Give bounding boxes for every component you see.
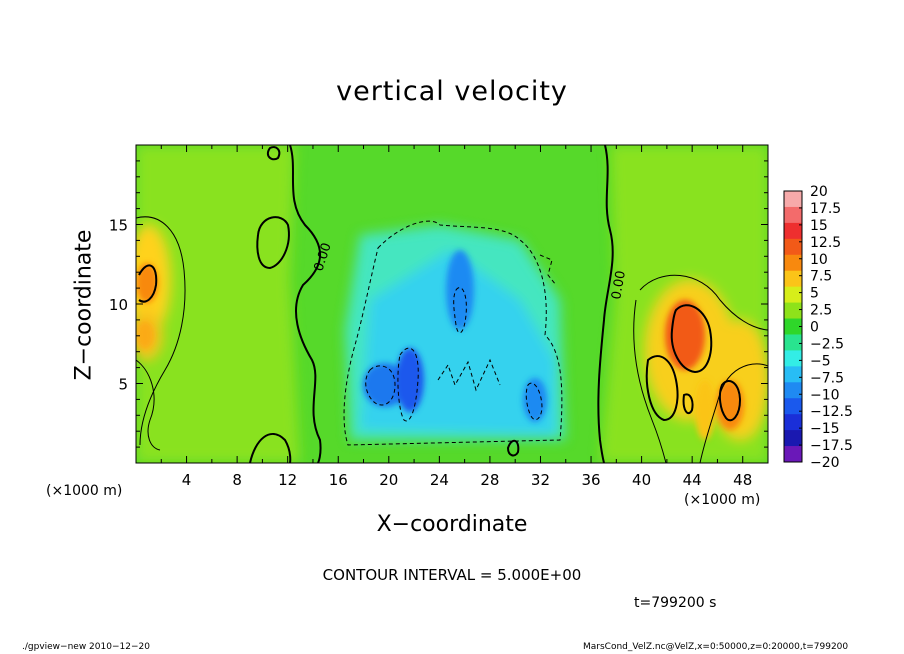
y-tick-label: 15 — [109, 217, 128, 235]
colorbar-swatch — [784, 430, 802, 447]
colorbar-label: −15 — [810, 421, 840, 437]
x-tick-label: 24 — [430, 471, 449, 489]
colorbar-swatch — [784, 238, 802, 256]
x-unit-label-right: (×1000 m) — [684, 492, 761, 508]
colorbar-swatch — [784, 350, 802, 367]
x-tick-label: 28 — [480, 471, 499, 489]
negative-contours — [343, 220, 563, 446]
colorbar-label: 12.5 — [810, 235, 841, 251]
colorbar-swatch — [784, 318, 802, 335]
positive-contours — [136, 216, 768, 463]
x-axis-label: X−coordinate — [376, 512, 528, 537]
contour-label-right: 0.00 — [609, 270, 629, 301]
y-axis-ticks: 5 10 15 — [109, 160, 768, 448]
colorbar-label: −7.5 — [810, 370, 844, 386]
colorbar-swatch — [784, 382, 802, 399]
x-axis-ticks: 4 8 12 16 20 24 28 32 36 40 44 48 — [160, 145, 752, 489]
colorbar-label: 7.5 — [810, 269, 832, 285]
colorbar-label: −10 — [810, 387, 840, 403]
colorbar-swatch — [784, 366, 802, 383]
colorbar-swatch — [784, 398, 802, 415]
colorbar: 2017.51512.5107.552.50−2.5−5−7.5−10−12.5… — [783, 184, 853, 471]
colorbar-swatch — [784, 254, 802, 272]
x-tick-label: 20 — [379, 471, 398, 489]
x-tick-label: 40 — [632, 471, 651, 489]
zero-contours — [138, 145, 742, 463]
colorbar-label: 10 — [810, 252, 828, 268]
chart-title: vertical velocity — [336, 76, 568, 107]
colorbar-swatch — [784, 446, 802, 463]
colorbar-swatch — [784, 302, 802, 320]
colorbar-label: −20 — [810, 455, 840, 471]
y-tick-label: 10 — [109, 296, 128, 314]
x-tick-label: 8 — [232, 471, 242, 489]
colorbar-label: 0 — [810, 320, 819, 336]
colorbar-swatch — [784, 414, 802, 431]
colorbar-swatch — [784, 334, 802, 351]
colorbar-swatch — [784, 206, 802, 224]
x-tick-label: 44 — [683, 471, 702, 489]
y-tick-label: 5 — [118, 376, 128, 394]
colorbar-label: −2.5 — [810, 336, 844, 352]
colorbar-label: 2.5 — [810, 303, 832, 319]
colorbar-label: 15 — [810, 218, 828, 234]
colorbar-label: −12.5 — [810, 404, 853, 420]
colorbar-label: 5 — [810, 286, 819, 302]
footer-program-label: ./gpview−new 2010−12−20 — [22, 642, 150, 652]
x-tick-label: 12 — [278, 471, 297, 489]
plot-area: 0.00 0.00 — [136, 145, 768, 463]
x-tick-label: 36 — [581, 471, 600, 489]
x-tick-label: 48 — [733, 471, 752, 489]
footer-source-label: MarsCond_VelZ.nc@VelZ,x=0:50000,z=0:2000… — [583, 642, 849, 652]
contour-interval-label: CONTOUR INTERVAL = 5.000E+00 — [322, 566, 582, 584]
time-label: t=799200 s — [634, 595, 717, 611]
x-tick-label: 32 — [531, 471, 550, 489]
colorbar-swatch — [784, 191, 802, 208]
colorbar-swatch — [784, 270, 802, 288]
colorbar-label: −17.5 — [810, 438, 853, 454]
x-unit-label-left: (×1000 m) — [46, 483, 123, 499]
colorbar-label: 20 — [810, 184, 828, 200]
colorbar-swatch — [784, 286, 802, 304]
colorbar-swatch — [784, 222, 802, 240]
colorbar-label: 17.5 — [810, 201, 841, 217]
x-tick-label: 4 — [182, 471, 192, 489]
colorbar-label: −5 — [810, 353, 831, 369]
x-tick-label: 16 — [329, 471, 348, 489]
